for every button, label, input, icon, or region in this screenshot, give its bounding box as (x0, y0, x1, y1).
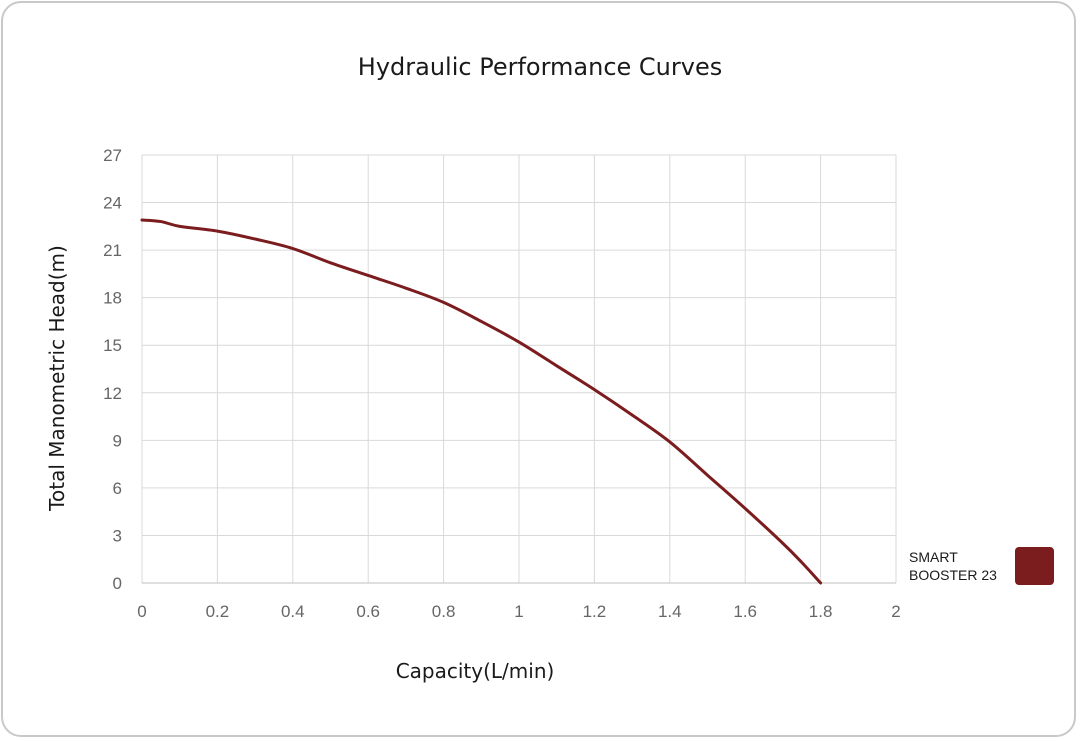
x-tick-label: 1.4 (658, 602, 682, 621)
y-tick-label: 3 (113, 526, 122, 545)
y-tick-label: 24 (103, 194, 122, 213)
grid-lines (141, 154, 897, 584)
y-tick-labels: 0 3 6 9 12 15 18 21 24 27 (103, 146, 122, 593)
y-tick-label: 12 (103, 384, 122, 403)
x-tick-label: 1 (514, 602, 523, 621)
y-tick-label: 6 (113, 479, 122, 498)
y-tick-label: 0 (113, 574, 122, 593)
y-tick-label: 21 (103, 241, 122, 260)
x-tick-label: 0.6 (356, 602, 380, 621)
legend-swatch (1015, 547, 1054, 585)
y-tick-label: 9 (113, 431, 122, 450)
legend-label-line-1: SMART (909, 549, 958, 565)
chart-title: Hydraulic Performance Curves (358, 53, 722, 81)
x-tick-label: 1.6 (733, 602, 757, 621)
x-tick-label: 0.4 (281, 602, 305, 621)
y-tick-label: 18 (103, 289, 122, 308)
x-tick-label: 0.8 (432, 602, 456, 621)
legend-label-line-2: BOOSTER 23 (909, 567, 997, 583)
series-line (140, 218, 823, 585)
x-tick-label: 0.2 (206, 602, 230, 621)
x-tick-label: 2 (891, 602, 900, 621)
y-axis-title: Total Manometric Head(m) (45, 245, 69, 512)
x-axis-title: Capacity(L/min) (396, 659, 555, 683)
y-tick-label: 27 (103, 146, 122, 165)
legend: SMART BOOSTER 23 (909, 547, 1054, 585)
x-tick-labels: 0 0.2 0.4 0.6 0.8 1 1.2 1.4 1.6 1.8 2 (137, 602, 900, 621)
x-tick-label: 1.8 (809, 602, 833, 621)
y-tick-label: 15 (103, 336, 122, 355)
x-tick-label: 1.2 (583, 602, 607, 621)
x-tick-label: 0 (137, 602, 146, 621)
